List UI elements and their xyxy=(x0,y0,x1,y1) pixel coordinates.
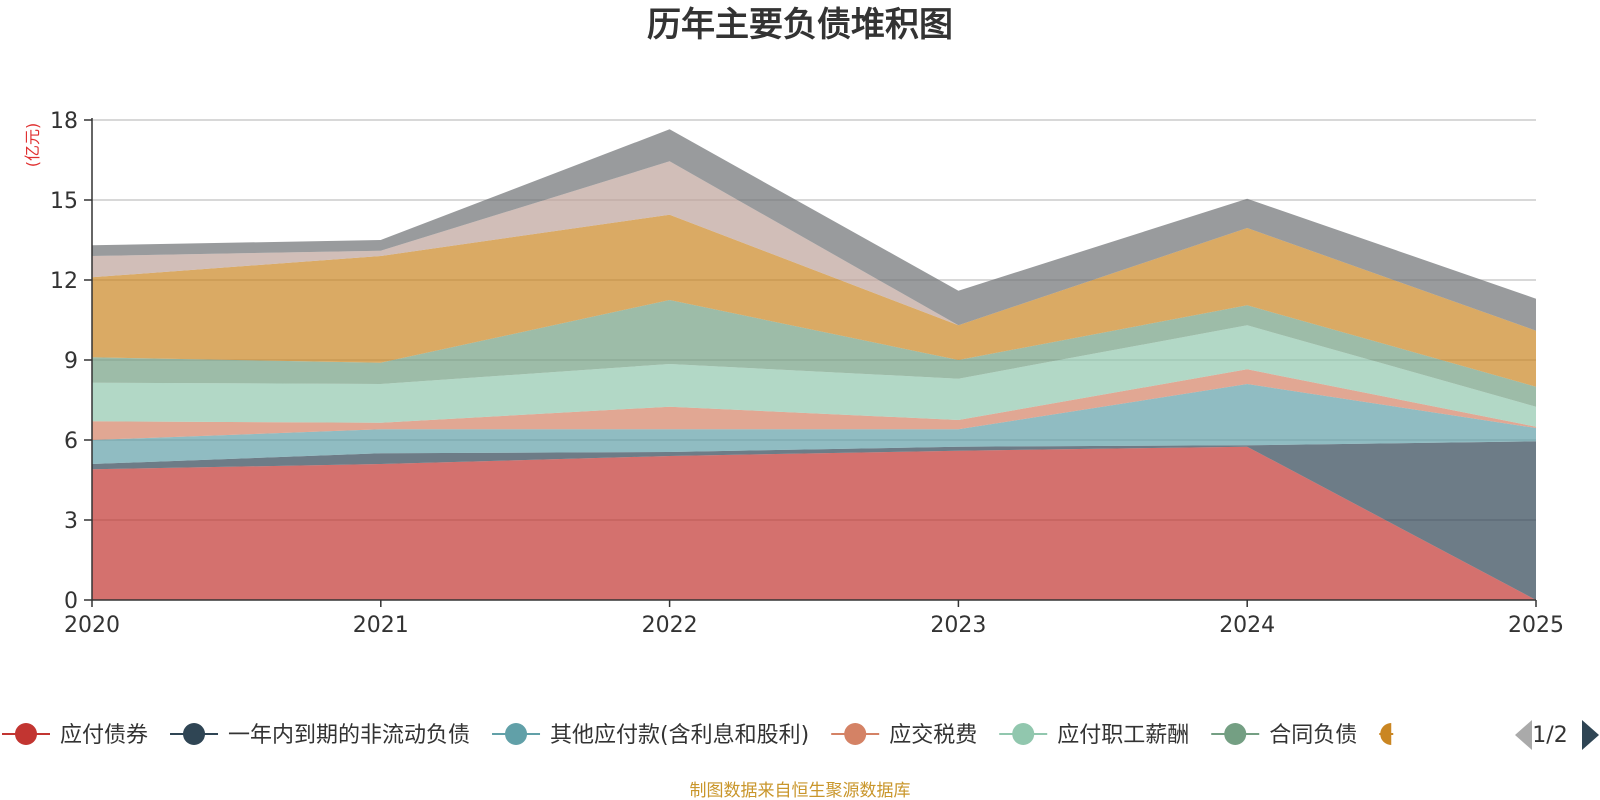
legend-label: 应付债券 xyxy=(60,723,148,748)
legend-item[interactable]: 应交税费 xyxy=(831,723,977,748)
area-series-group xyxy=(92,129,1536,600)
y-tick-label: 18 xyxy=(50,109,78,134)
area-series-4 xyxy=(92,369,1536,440)
arrow-left-icon xyxy=(1515,720,1532,750)
legend-label: 应付职工薪酬 xyxy=(1057,723,1189,748)
legend-marker-icon xyxy=(1224,723,1247,745)
legend-marker-icon xyxy=(183,723,206,745)
x-tick-label: 2023 xyxy=(930,613,986,638)
x-tick-label: 2020 xyxy=(64,613,120,638)
y-tick-label: 9 xyxy=(64,349,78,374)
x-tick-label: 2022 xyxy=(642,613,698,638)
area-series-1 xyxy=(92,446,1536,600)
legend-marker-icon xyxy=(844,723,867,745)
legend-label: 其他应付款(含利息和股利) xyxy=(550,723,809,748)
legend-item-partial[interactable] xyxy=(1379,723,1394,745)
legend-page-indicator: 1/2 xyxy=(1532,723,1567,748)
y-tick-label: 0 xyxy=(64,589,78,614)
arrow-right-icon xyxy=(1582,720,1599,750)
y-tick-label: 6 xyxy=(64,429,78,454)
area-series-6 xyxy=(92,300,1536,407)
legend-next-page-button[interactable] xyxy=(1582,720,1599,750)
x-tick-label: 2024 xyxy=(1219,613,1275,638)
legend: 应付债券 一年内到期的非流动负债 其他应付款(含利息和股利) 应交税费 应付职工薪酬 合同… xyxy=(2,723,1394,748)
legend-item[interactable]: 应付职工薪酬 xyxy=(999,723,1189,748)
legend-prev-page-button[interactable] xyxy=(1515,720,1532,750)
area-series-7 xyxy=(92,214,1536,387)
chart-title: 历年主要负债堆积图 xyxy=(647,5,953,45)
legend-item[interactable]: 一年内到期的非流动负债 xyxy=(170,723,470,748)
x-tick-label: 2025 xyxy=(1508,613,1564,638)
legend-marker-icon xyxy=(1012,723,1035,745)
area-series-8 xyxy=(92,161,1536,331)
legend-item[interactable]: 其他应付款(含利息和股利) xyxy=(492,723,809,748)
area-series-9 xyxy=(92,129,1536,331)
legend-marker-icon xyxy=(505,723,528,745)
y-tick-label: 3 xyxy=(64,509,78,534)
legend-item[interactable]: 合同负债 xyxy=(1211,723,1357,748)
data-source-note: 制图数据来自恒生聚源数据库 xyxy=(690,781,911,800)
legend-item[interactable]: 应付债券 xyxy=(2,723,148,748)
x-tick-label: 2021 xyxy=(353,613,409,638)
y-axis-ticks: 0 3 6 9 12 15 18 xyxy=(50,109,92,614)
area-series-3 xyxy=(92,384,1536,464)
area-series-2 xyxy=(92,441,1536,600)
legend-label: 一年内到期的非流动负债 xyxy=(228,723,470,748)
y-axis-unit: (亿元) xyxy=(23,123,42,168)
legend-marker-icon xyxy=(1380,723,1392,745)
legend-label: 应交税费 xyxy=(889,723,977,748)
legend-marker-icon xyxy=(15,723,37,745)
legend-label: 合同负债 xyxy=(1269,723,1357,748)
y-tick-label: 15 xyxy=(50,189,78,214)
y-tick-label: 12 xyxy=(50,269,78,294)
area-series-5 xyxy=(92,325,1536,427)
x-axis-ticks: 2020 2021 2022 2023 2024 2025 xyxy=(64,600,1564,638)
